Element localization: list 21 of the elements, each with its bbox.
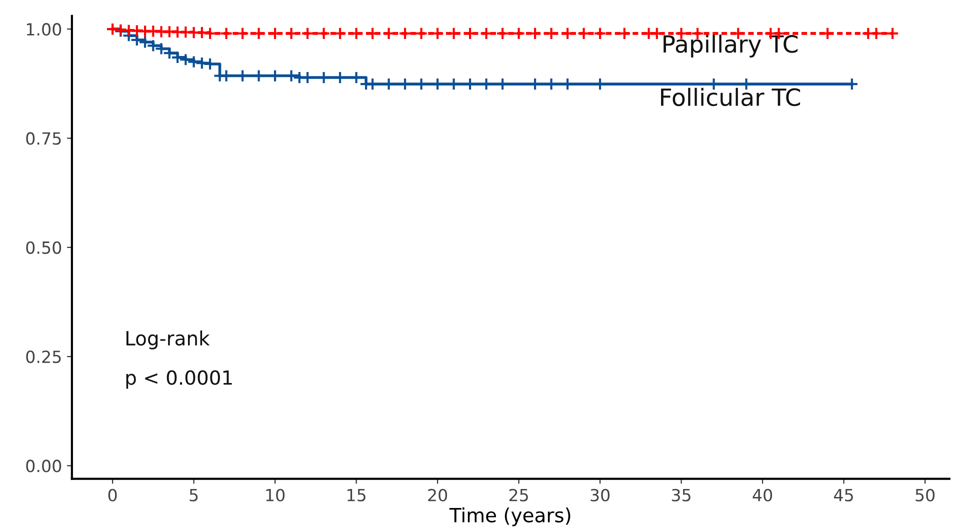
x-tick-label: 35 xyxy=(672,488,690,502)
x-tick-label: 20 xyxy=(428,488,448,502)
x-tick-label: 15 xyxy=(348,489,366,502)
x-tick-label: 10 xyxy=(266,488,285,502)
annotation: Papillary TC xyxy=(664,34,798,58)
x-tick-label: 30 xyxy=(590,488,610,502)
y-tick-label: 0.00 xyxy=(26,460,62,472)
y-tick-label: 0.75 xyxy=(26,132,61,145)
annotation: p < 0.0001 xyxy=(126,370,232,389)
x-tick-label: 25 xyxy=(509,488,528,502)
annotation: Log-rank xyxy=(126,330,210,350)
y-tick-label: 1.00 xyxy=(26,23,62,36)
annotation: Follicular TC xyxy=(661,88,800,106)
x-axis-title: Time (years) xyxy=(449,507,570,526)
x-tick-label: 0 xyxy=(108,488,117,502)
x-tick-label: 5 xyxy=(190,489,198,502)
x-tick-label: 40 xyxy=(752,488,772,502)
y-tick-label: 0.50 xyxy=(26,241,62,254)
x-tick-label: 50 xyxy=(916,488,935,502)
x-tick-label: 45 xyxy=(834,489,853,502)
y-tick-label: 0.25 xyxy=(26,350,61,364)
